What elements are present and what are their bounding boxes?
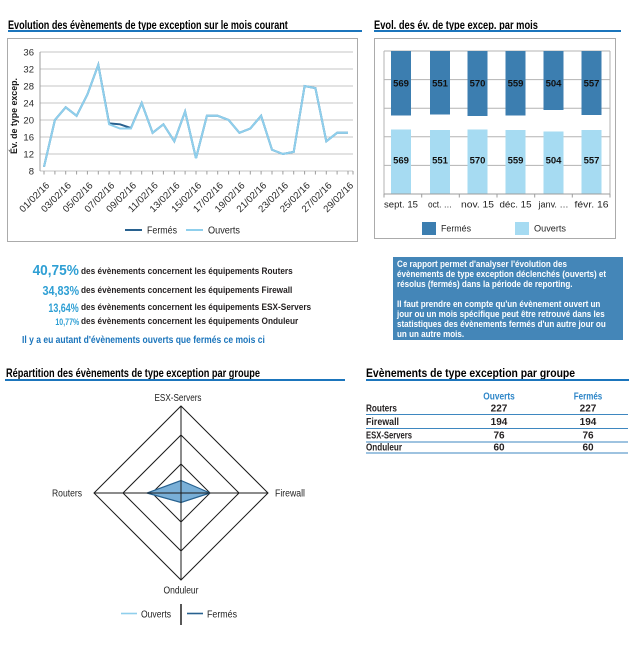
svg-text:oct. …: oct. … bbox=[428, 200, 452, 210]
svg-text:Onduleur: Onduleur bbox=[164, 586, 200, 597]
svg-text:76: 76 bbox=[493, 431, 505, 442]
svg-text:Firewall: Firewall bbox=[275, 489, 305, 500]
svg-text:227: 227 bbox=[580, 404, 597, 415]
svg-text:Ouverts: Ouverts bbox=[534, 224, 566, 235]
svg-text:Ouverts: Ouverts bbox=[483, 392, 515, 403]
svg-text:févr. 16: févr. 16 bbox=[575, 200, 609, 210]
svg-text:Ouverts: Ouverts bbox=[141, 610, 171, 621]
svg-text:504: 504 bbox=[546, 156, 563, 167]
svg-text:76: 76 bbox=[582, 431, 594, 442]
svg-text:Onduleur: Onduleur bbox=[366, 443, 402, 454]
svg-text:559: 559 bbox=[508, 156, 524, 167]
svg-text:24: 24 bbox=[23, 99, 34, 110]
svg-text:Routers: Routers bbox=[366, 404, 397, 415]
svg-text:569: 569 bbox=[393, 79, 409, 90]
svg-text:Fermés: Fermés bbox=[574, 392, 603, 403]
svg-text:551: 551 bbox=[432, 156, 449, 167]
svg-text:8: 8 bbox=[29, 167, 34, 178]
svg-text:227: 227 bbox=[491, 404, 508, 415]
svg-text:ESX-Servers: ESX-Servers bbox=[155, 393, 202, 404]
svg-text:Fermés: Fermés bbox=[441, 224, 471, 235]
svg-text:551: 551 bbox=[432, 79, 449, 90]
svg-text:60: 60 bbox=[493, 443, 505, 454]
svg-text:28: 28 bbox=[23, 82, 34, 93]
svg-text:36: 36 bbox=[23, 48, 34, 59]
svg-text:557: 557 bbox=[584, 156, 600, 167]
svg-text:Firewall: Firewall bbox=[366, 417, 399, 428]
svg-text:nov. 15: nov. 15 bbox=[461, 200, 494, 210]
svg-text:569: 569 bbox=[393, 156, 409, 167]
svg-text:20: 20 bbox=[23, 116, 34, 127]
svg-text:559: 559 bbox=[508, 79, 524, 90]
svg-text:Év. de type excep.: Év. de type excep. bbox=[9, 78, 19, 154]
svg-text:Routers: Routers bbox=[52, 489, 82, 500]
svg-text:ESX-Servers: ESX-Servers bbox=[366, 431, 412, 442]
svg-text:570: 570 bbox=[470, 79, 486, 90]
svg-text:60: 60 bbox=[582, 443, 594, 454]
svg-text:557: 557 bbox=[584, 79, 600, 90]
svg-text:12: 12 bbox=[23, 150, 34, 161]
svg-text:sept. 15: sept. 15 bbox=[384, 200, 418, 210]
svg-text:déc. 15: déc. 15 bbox=[500, 200, 532, 210]
svg-text:194: 194 bbox=[580, 417, 597, 428]
svg-text:Fermés: Fermés bbox=[207, 610, 237, 621]
svg-text:janv. …: janv. … bbox=[537, 200, 568, 210]
svg-text:504: 504 bbox=[546, 79, 563, 90]
svg-text:Fermés: Fermés bbox=[147, 226, 177, 237]
svg-text:Ouverts: Ouverts bbox=[208, 226, 240, 237]
svg-text:194: 194 bbox=[491, 417, 508, 428]
svg-text:32: 32 bbox=[23, 65, 34, 76]
svg-text:570: 570 bbox=[470, 156, 486, 167]
svg-text:16: 16 bbox=[23, 133, 34, 144]
